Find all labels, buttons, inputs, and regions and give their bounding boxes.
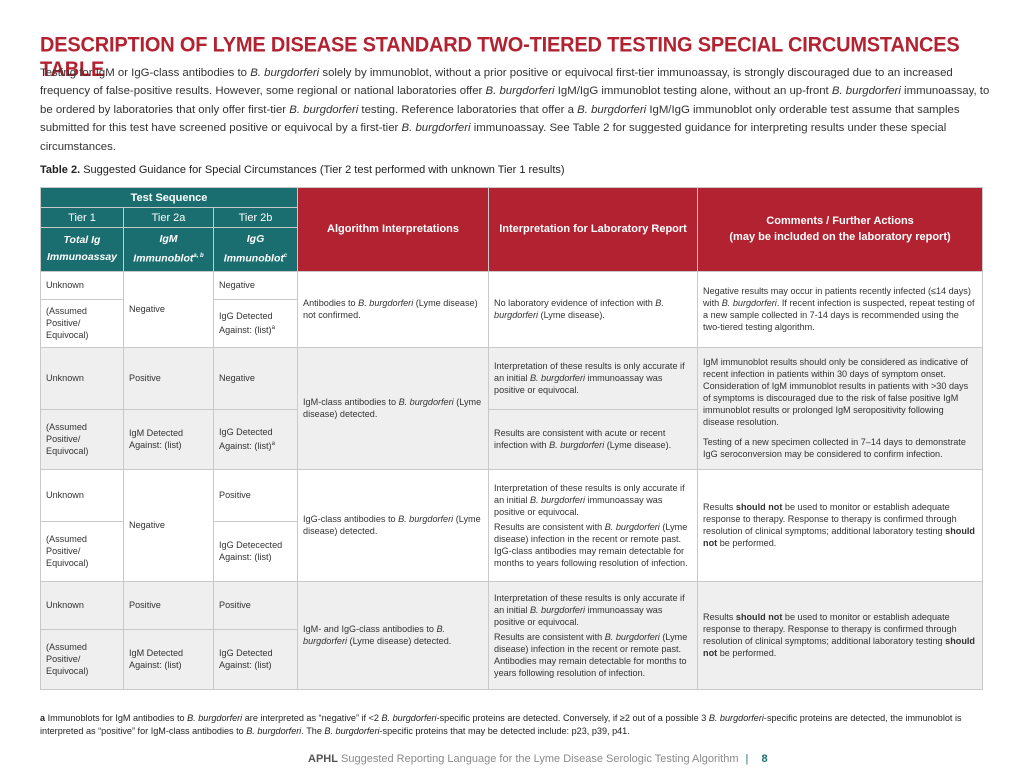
algorithm-cell: IgM- and IgG-class antibodies to B. burg… xyxy=(297,580,490,690)
tier2a-cell: IgM Detected Against: (list) xyxy=(123,408,214,470)
tier1-cell: Unknown xyxy=(40,468,124,522)
header-lab-report: Interpretation for Laboratory Report xyxy=(488,187,699,272)
tier2a-cell: Negative xyxy=(123,468,214,582)
tier2a-cell: Negative xyxy=(123,270,214,348)
comments-cell: IgM immunoblot results should only be co… xyxy=(697,346,984,470)
lab-report-cell: Interpretation of these results is only … xyxy=(488,346,699,410)
tier1-cell: (Assumed Positive/ Equivocal) xyxy=(40,628,124,690)
header-comments: Comments / Further Actions (may be includ… xyxy=(697,187,984,272)
lab-report-cell: Interpretation of these results is only … xyxy=(488,468,699,582)
table-row: (Assumed Positive/ Equivocal) IgM Detect… xyxy=(40,408,983,470)
tier1-cell: Unknown xyxy=(40,270,124,300)
table-row: Unknown Positive Positive IgM- and IgG-c… xyxy=(40,580,984,690)
lab-report-cell: Results are consistent with acute or rec… xyxy=(488,408,699,470)
tier2b-cell: Negative xyxy=(212,346,299,410)
tier2b-cell: IgG Detected Against: (list)a xyxy=(212,298,299,348)
lab-report-cell: No laboratory evidence of infection with… xyxy=(488,270,699,348)
tier1-cell: Unknown xyxy=(40,580,124,630)
tier1-cell: (Assumed Positive/ Equivocal) xyxy=(40,520,124,582)
table-row: Unknown Negative Negative Antibodies to … xyxy=(40,270,984,348)
header-tier2b-sub: IgG Immunoblotc xyxy=(212,227,299,272)
lab-report-cell: Interpretation of these results is only … xyxy=(488,580,699,690)
algorithm-cell: Antibodies to B. burgdorferi (Lyme disea… xyxy=(297,270,490,348)
tier2b-cell: IgG Detecected Against: (list) xyxy=(212,520,299,582)
table-row: Unknown Positive Negative IgM-class anti… xyxy=(40,346,984,470)
comments-cell: Results should not be used to monitor or… xyxy=(697,468,984,582)
footnote: a Immunoblots for IgM antibodies to B. b… xyxy=(40,713,962,736)
tier1-cell: (Assumed Positive/ Equivocal) xyxy=(40,298,124,348)
guidance-table: Test Sequence Algorithm Interpretations … xyxy=(39,187,984,690)
algorithm-cell: IgG-class antibodies to B. burgdorferi (… xyxy=(297,468,490,582)
header-tier1-sub: Total Ig Immunoassay xyxy=(40,227,124,272)
tier2b-cell: IgG Detected Against: (list)a xyxy=(212,408,299,470)
footer-separator: | xyxy=(745,753,749,765)
table-caption: Table 2. Suggested Guidance for Special … xyxy=(40,164,565,176)
tier2b-cell: Negative xyxy=(212,270,299,300)
comments-cell: Results should not be used to monitor or… xyxy=(697,580,984,690)
algorithm-cell: IgM-class antibodies to B. burgdorferi (… xyxy=(297,346,490,470)
footer-brand: APHL xyxy=(308,753,338,765)
tier1-cell: Unknown xyxy=(40,346,124,410)
page-number: 8 xyxy=(761,753,768,765)
tier1-cell: (Assumed Positive/ Equivocal) xyxy=(40,408,124,470)
header-tier2a: Tier 2a xyxy=(123,207,214,228)
tier2b-cell: Positive xyxy=(212,580,299,630)
header-tier2b: Tier 2b xyxy=(212,207,299,228)
footer-text: Suggested Reporting Language for the Lym… xyxy=(341,753,739,765)
tier2a-cell: Positive xyxy=(123,580,214,630)
intro-paragraph: Testing for IgM or IgG-class antibodies … xyxy=(40,67,990,153)
tier2a-cell: IgM Detected Against: (list) xyxy=(123,628,214,690)
table-row: Unknown Negative Positive IgG-class anti… xyxy=(40,468,984,582)
tier2b-cell: IgG Detected Against: (list) xyxy=(212,628,299,690)
tier2b-cell: Positive xyxy=(212,468,299,522)
page-title: DESCRIPTION OF LYME DISEASE STANDARD TWO… xyxy=(40,33,960,82)
tier2a-cell: Positive xyxy=(123,346,214,410)
header-tier1: Tier 1 xyxy=(40,207,124,228)
header-test-sequence: Test Sequence xyxy=(39,187,299,208)
comments-cell: Negative results may occur in patients r… xyxy=(697,270,984,348)
header-tier2a-sub: IgM Immunoblota, b xyxy=(123,227,214,272)
header-algorithm: Algorithm Interpretations xyxy=(297,187,490,272)
page-footer: APHL Suggested Reporting Language for th… xyxy=(308,753,768,765)
